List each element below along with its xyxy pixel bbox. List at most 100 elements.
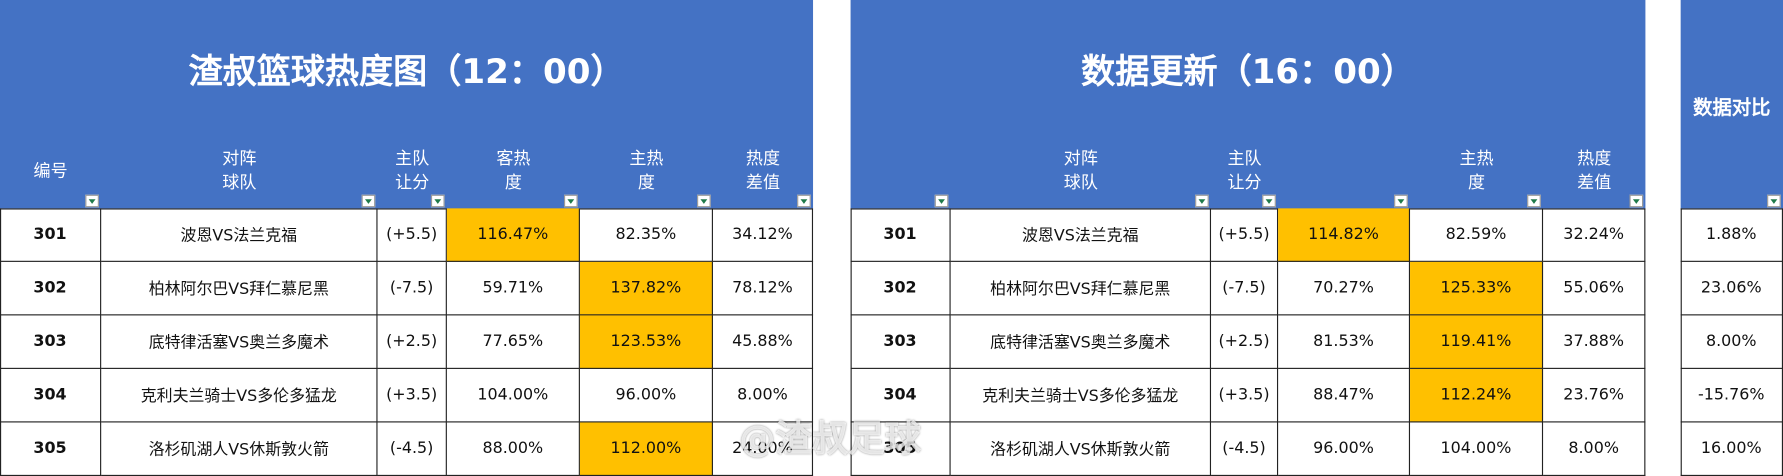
table-cell: 23.76% (1543, 368, 1646, 423)
table-title: 数据对比 (1693, 96, 1771, 120)
table-cell: 32.24% (1543, 208, 1646, 262)
table-title: 数据更新（16：00） (1081, 52, 1415, 93)
table-cell: 303 (850, 315, 951, 369)
table-cell: (+3.5) (1211, 368, 1279, 423)
table-cell: 96.00% (579, 368, 713, 423)
table-cell: (-4.5) (377, 422, 447, 476)
column-header: 热度差值 (1577, 148, 1612, 193)
table-cell: 78.12% (712, 261, 814, 316)
table-cell: 116.47% (446, 208, 580, 262)
table-cell: 305 (0, 422, 102, 476)
table-cell: 119.41% (1410, 315, 1544, 369)
filter-button[interactable] (1629, 194, 1644, 208)
filter-button[interactable] (934, 194, 949, 208)
column-header: 主热度 (629, 148, 664, 193)
table-cell: 302 (850, 261, 951, 316)
table-cell: 88.47% (1278, 368, 1411, 423)
filter-button[interactable] (1527, 194, 1541, 208)
column-header: 热度差值 (745, 148, 781, 193)
filter-button[interactable] (1195, 194, 1209, 208)
table-cell: 301 (850, 208, 951, 262)
table-cell: 59.71% (446, 261, 580, 316)
table-header (0, 0, 814, 209)
table-cell: 底特律活塞VS奥兰多魔术 (101, 315, 378, 369)
table-cell: 82.35% (579, 208, 713, 262)
table-cell: (-4.5) (1211, 422, 1279, 476)
table-cell: (-7.5) (1211, 261, 1279, 316)
table-border (1680, 208, 1783, 476)
table-border (850, 208, 1646, 476)
column-header: 主热度 (1459, 148, 1494, 193)
table-cell: 波恩VS法兰克福 (950, 208, 1212, 262)
watermark: @渣叔足球 (739, 416, 922, 461)
table-cell: 304 (0, 368, 102, 423)
filter-button[interactable] (430, 194, 445, 208)
table-cell: 123.53% (579, 315, 713, 369)
filter-button[interactable] (85, 194, 99, 208)
table-cell: 114.82% (1278, 208, 1411, 262)
table-cell: (+5.5) (1211, 208, 1279, 262)
table-cell: 8.00% (712, 368, 814, 423)
table-cell: 303 (0, 315, 102, 369)
table-cell: (+5.5) (377, 208, 447, 262)
filter-button[interactable] (1394, 194, 1408, 208)
table-cell: 77.65% (446, 315, 580, 369)
table-cell: 16.00% (1680, 422, 1783, 476)
table-title: 渣叔篮球热度图（12：00） (188, 52, 625, 93)
table-cell: 104.00% (446, 368, 580, 423)
filter-button[interactable] (1262, 194, 1276, 208)
filter-button[interactable] (797, 194, 811, 208)
table-cell: 82.59% (1410, 208, 1544, 262)
table-cell: (+2.5) (1211, 315, 1279, 369)
table-cell: 1.88% (1680, 208, 1783, 262)
table-cell: 112.00% (579, 422, 713, 476)
table-cell: (+2.5) (377, 315, 447, 369)
table-header (1680, 0, 1783, 209)
table-cell: 8.00% (1543, 422, 1646, 476)
table-cell: 柏林阿尔巴VS拜仁慕尼黑 (950, 261, 1212, 316)
table-cell: 305 (850, 422, 951, 476)
table-cell: 底特律活塞VS奥兰多魔术 (950, 315, 1212, 369)
table-cell: 104.00% (1410, 422, 1544, 476)
filter-button[interactable] (361, 194, 376, 208)
table-cell: (+3.5) (377, 368, 447, 423)
table-cell: 克利夫兰骑士VS多伦多猛龙 (101, 368, 378, 423)
table-cell: (-7.5) (377, 261, 447, 316)
table-border (0, 208, 814, 476)
table-cell: 洛杉矶湖人VS休斯敦火箭 (950, 422, 1212, 476)
filter-button[interactable] (1767, 194, 1781, 208)
table-cell: 55.06% (1543, 261, 1646, 316)
table-cell: 37.88% (1543, 315, 1646, 369)
table-cell: 波恩VS法兰克福 (101, 208, 378, 262)
table-cell: 88.00% (446, 422, 580, 476)
column-header: 对阵球队 (222, 148, 257, 193)
column-header: 主队让分 (1227, 148, 1262, 193)
table-cell: 137.82% (579, 261, 713, 316)
table-cell: 45.88% (712, 315, 814, 369)
table-cell: 洛杉矶湖人VS休斯敦火箭 (101, 422, 378, 476)
column-header: 主队让分 (395, 148, 430, 193)
table-cell: 克利夫兰骑士VS多伦多猛龙 (950, 368, 1212, 423)
table-cell: 302 (0, 261, 102, 316)
column-header: 编号 (33, 159, 68, 181)
table-cell: 112.24% (1410, 368, 1544, 423)
column-header: 对阵球队 (1063, 148, 1098, 193)
table-cell: 70.27% (1278, 261, 1411, 316)
table-cell: 8.00% (1680, 315, 1783, 369)
table-cell: 23.06% (1680, 261, 1783, 316)
table-cell: 34.12% (712, 208, 814, 262)
table-cell: 96.00% (1278, 422, 1411, 476)
column-header: 客热度 (496, 148, 531, 193)
table-cell: 柏林阿尔巴VS拜仁慕尼黑 (101, 261, 378, 316)
table-cell: -15.76% (1680, 368, 1783, 423)
table-cell: 24.00% (712, 422, 814, 476)
filter-button[interactable] (564, 194, 578, 208)
table-cell: 125.33% (1410, 261, 1544, 316)
table-header (850, 0, 1646, 209)
table-cell: 301 (0, 208, 102, 262)
table-cell: 304 (850, 368, 951, 423)
table-cell: 81.53% (1278, 315, 1411, 369)
filter-button[interactable] (697, 194, 711, 208)
